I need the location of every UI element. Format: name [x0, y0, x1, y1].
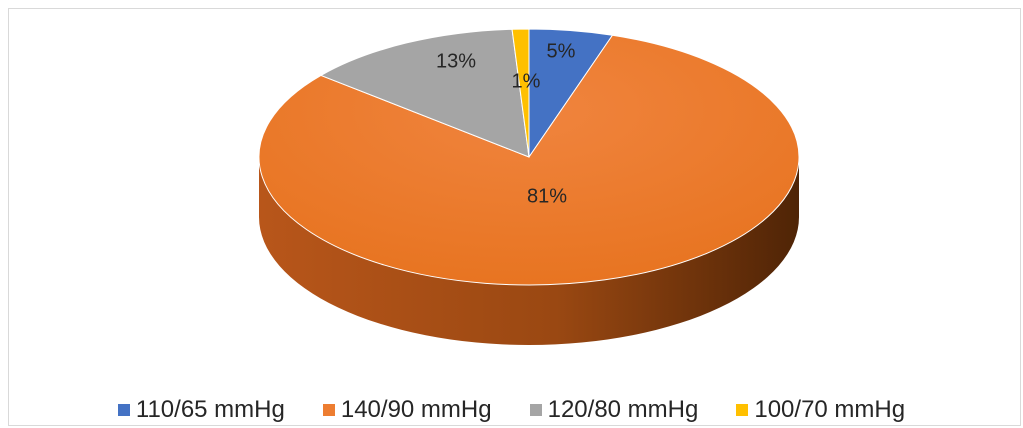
legend-swatch	[529, 404, 542, 416]
legend-item: 120/80 mmHg	[529, 396, 699, 424]
legend-item: 110/65 mmHg	[117, 396, 285, 424]
pie-slices	[258, 28, 800, 286]
legend-label: 110/65 mmHg	[135, 396, 285, 423]
pie-slice-3	[319, 28, 530, 158]
data-label-3: 13%	[436, 50, 476, 72]
legend-item: 100/70 mmHg	[736, 396, 905, 424]
legend-item: 140/90 mmHg	[322, 396, 492, 424]
legend-swatch	[736, 404, 749, 416]
legend-swatch	[117, 404, 130, 416]
pie-slice-2	[258, 34, 800, 286]
legend-label: 140/90 mmHg	[340, 396, 492, 423]
data-label-1: 5%	[547, 40, 576, 62]
data-label-2: 81%	[527, 185, 567, 207]
pie-chart: 5% 81% 13% 1%	[258, 28, 800, 345]
legend-label: 120/80 mmHg	[547, 396, 699, 423]
pie-side-face	[259, 157, 799, 345]
legend-label: 100/70 mmHg	[754, 396, 906, 423]
pie-side-wall	[259, 157, 799, 345]
data-label-4: 1%	[512, 70, 541, 92]
pie-data-labels: 5% 81% 13% 1%	[436, 40, 576, 207]
pie-slice-4	[511, 28, 530, 158]
legend-swatch	[322, 404, 335, 416]
legend: 110/65 mmHg 140/90 mmHg 120/80 mmHg 100/70 …	[0, 395, 1023, 425]
